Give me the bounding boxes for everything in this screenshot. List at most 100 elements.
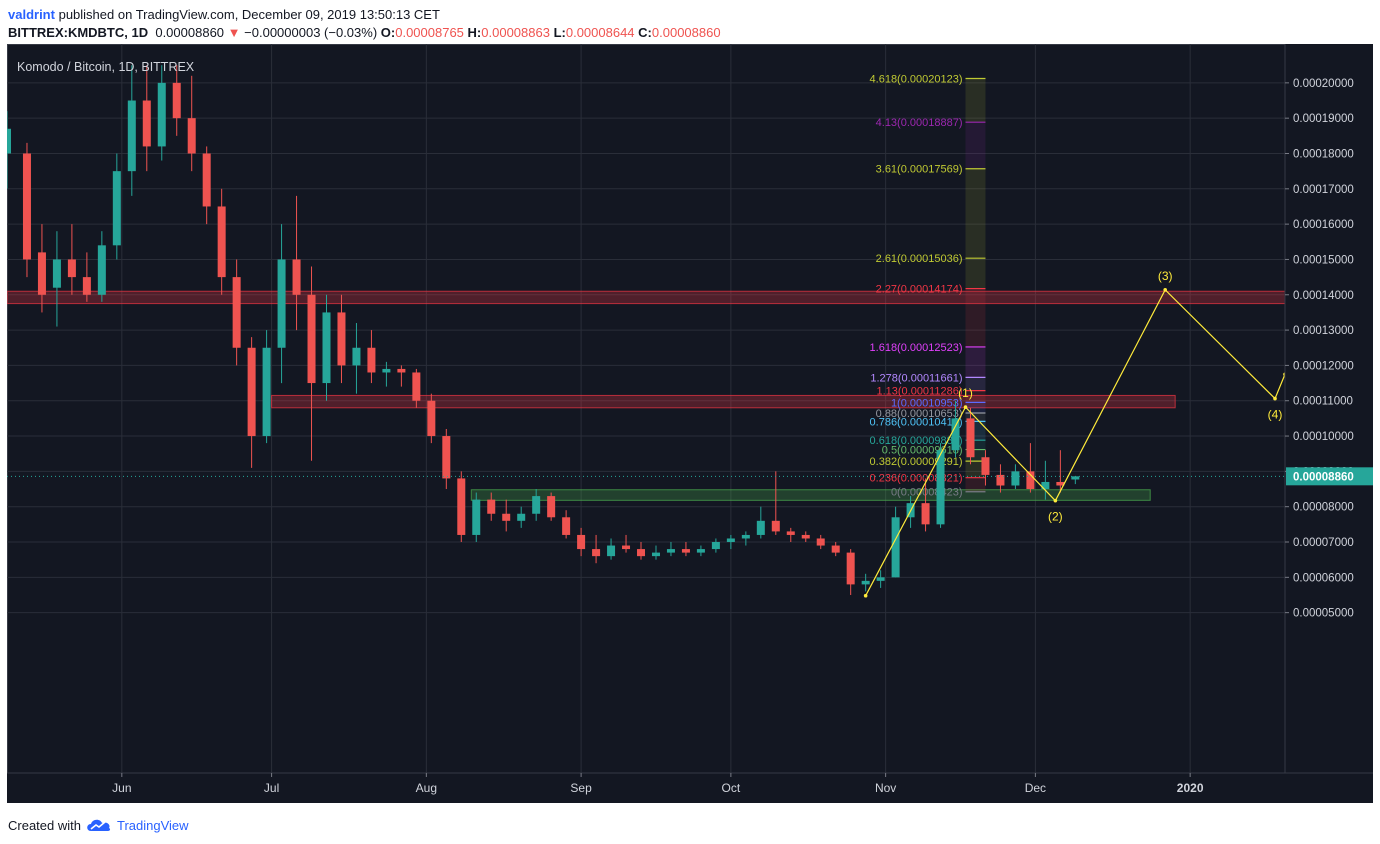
price-tick-label: 0.00015000: [1293, 254, 1354, 266]
open-label: O:: [380, 25, 396, 40]
candle-body: [307, 294, 316, 384]
candle-body: [666, 549, 675, 553]
wave-point: [1273, 396, 1277, 401]
wave-label: (2): [1048, 510, 1063, 524]
fib-level-label: 4.13(0.00018887): [876, 117, 963, 129]
candle-body: [127, 100, 136, 172]
candle-body: [337, 312, 346, 366]
time-tick-label: 2020: [1177, 781, 1204, 795]
candle-body: [517, 513, 526, 521]
candle-body: [22, 153, 31, 260]
price-change: −0.00000003 (−0.03%): [244, 25, 378, 40]
candle-body: [37, 252, 46, 295]
candle-body: [771, 520, 780, 532]
fib-band: [965, 122, 986, 169]
candle-body: [1041, 481, 1050, 490]
candle-body: [352, 347, 361, 366]
fib-level-label: 1.618(0.00012523): [870, 342, 963, 354]
candle-body: [592, 549, 601, 557]
candle-body: [502, 513, 511, 521]
candle-body: [1056, 481, 1065, 486]
fib-level-label: 1(0.00010953): [891, 397, 963, 409]
low-label: L:: [553, 25, 566, 40]
candle-body: [831, 545, 840, 553]
candle-body: [472, 499, 481, 535]
candle-body: [651, 552, 660, 557]
candle-body: [7, 128, 11, 154]
fib-level-label: 1.13(0.00011286): [876, 386, 962, 398]
price-tick-label: 0.00008000: [1293, 502, 1354, 514]
candle-body: [322, 312, 331, 384]
wave-point: [963, 405, 968, 409]
wave-path: [865, 288, 1286, 596]
fib-level-label: 1.278(0.00011661): [870, 372, 962, 384]
fib-band: [965, 346, 986, 378]
time-tick-label: Jul: [264, 781, 279, 795]
price-axis-panel: [1285, 44, 1373, 803]
candle-body: [217, 206, 226, 278]
price-tick-label: 0.00019000: [1293, 113, 1354, 125]
chart-title: Komodo / Bitcoin, 1D, BITTREX: [17, 60, 195, 74]
candle-body: [247, 347, 256, 437]
price-tick-label: 0.00013000: [1293, 325, 1354, 337]
candle-body: [607, 545, 616, 557]
candle-body: [562, 517, 571, 535]
candle-body: [577, 534, 586, 550]
price-chart[interactable]: 0(0.00008423) 0.236(0.00008821) 0.382(0.00…: [7, 44, 1373, 803]
candle-body: [696, 549, 705, 553]
candle-body: [142, 100, 151, 147]
price-tick-label: 0.00010000: [1293, 431, 1354, 443]
candle-body: [921, 503, 930, 525]
candle-body: [966, 418, 975, 458]
time-tick-label: Dec: [1025, 781, 1046, 795]
fib-level-label: 3.61(0.00017569): [876, 164, 963, 176]
wave-label: (3): [1158, 269, 1173, 283]
fib-band: [965, 288, 986, 347]
candle-body: [936, 450, 945, 525]
candle-body: [1026, 471, 1035, 490]
close-label: C:: [638, 25, 652, 40]
candle-body: [532, 496, 541, 514]
time-tick-label: Sep: [570, 781, 592, 795]
candle-body: [157, 82, 166, 147]
price-tick-label: 0.00014000: [1293, 290, 1354, 302]
fib-level-label: 0.88(0.00010653): [876, 408, 963, 420]
candle-body: [816, 538, 825, 546]
price-tick-label: 0.00018000: [1293, 148, 1354, 160]
candle-body: [442, 436, 451, 479]
fib-level-label: 2.27(0.00014174): [876, 284, 963, 296]
tradingview-link[interactable]: TradingView: [116, 817, 189, 833]
price-tick-label: 0.00005000: [1293, 608, 1354, 620]
author-link[interactable]: valdrint: [8, 7, 55, 22]
price-tick-label: 0.00011000: [1293, 396, 1353, 408]
candle-body: [756, 520, 765, 535]
chart-frame: [7, 44, 1373, 803]
last-price: 0.00008860: [155, 25, 225, 40]
candle-body: [711, 542, 720, 550]
price-tick-label: 0.00012000: [1293, 360, 1354, 372]
fib-level-label: 0.618(0.00009883): [870, 435, 963, 447]
price-tick-label: 0.00016000: [1293, 219, 1354, 231]
fib-band: [965, 440, 986, 450]
fib-level-label: 0(0.00008423): [891, 487, 963, 499]
close-value: 0.00008860: [651, 25, 721, 40]
time-tick-label: Aug: [416, 781, 437, 795]
fib-level-label: 4.618(0.00020123): [870, 74, 963, 86]
tradingview-logo-icon: [87, 819, 111, 831]
high-value: 0.00008863: [481, 25, 550, 40]
candle-body: [82, 277, 91, 295]
candle-body: [681, 549, 690, 553]
candle-body: [427, 400, 436, 437]
candle-body: [202, 153, 211, 207]
wave-label: (1): [958, 386, 973, 400]
candle-body: [741, 534, 750, 539]
candle-body: [232, 277, 241, 348]
candle-body: [801, 534, 810, 539]
time-axis-panel: [7, 773, 1373, 803]
candle-body: [1071, 476, 1080, 480]
fib-band: [965, 390, 986, 403]
price-tick-label: 0.00017000: [1293, 184, 1354, 196]
open-value: 0.00008765: [395, 25, 464, 40]
high-label: H:: [467, 25, 482, 40]
candle-body: [262, 347, 271, 437]
